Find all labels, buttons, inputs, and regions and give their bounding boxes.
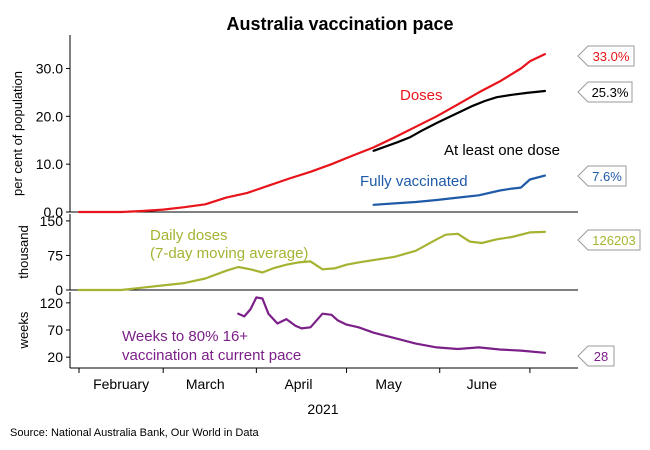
series-line-cumulative-1 (372, 89, 547, 152)
y-axis-title: weeks (16, 311, 31, 349)
end-value-box (577, 45, 635, 67)
y-tick-label: 120 (40, 295, 64, 311)
y-tick-label: 30.0 (36, 60, 63, 76)
end-value-label: 28 (594, 349, 608, 364)
x-year-label: 2021 (307, 401, 338, 417)
chart-title: Australia vaccination pace (226, 14, 453, 34)
y-tick-label: 0.0 (44, 204, 64, 220)
series-name-label: At least one dose (444, 142, 560, 159)
end-value-box (577, 229, 641, 251)
end-value-label: 126203 (592, 233, 635, 248)
series-name-line: Doses (400, 87, 443, 104)
series-name-line: Daily doses (150, 227, 228, 244)
end-value-box (577, 345, 615, 367)
x-tick-label: June (467, 376, 498, 392)
series-name-label: Doses (400, 87, 443, 104)
y-tick-label: 20.0 (36, 108, 63, 124)
series-name-label: Fully vaccinated (360, 173, 468, 190)
source-note: Source: National Australia Bank, Our Wor… (10, 427, 260, 439)
series-name-line: vaccination at current pace (122, 347, 301, 364)
y-tick-label: 150 (40, 213, 64, 229)
labels-layer: Doses At least one dose Fully vaccinated Da… (122, 45, 641, 367)
x-tick-label: March (186, 376, 225, 392)
y-tick-label: 70 (47, 322, 63, 338)
series-name-label: Weeks to 80% 16+ vaccination at current p… (122, 328, 301, 364)
end-value-label: 25.3% (592, 85, 629, 100)
x-tick-label: May (375, 376, 401, 392)
series-line-daily-0 (77, 230, 547, 292)
y-axis-title: per cent of population (10, 71, 25, 196)
y-axis-title: thousand (16, 225, 31, 279)
series-name-line: At least one dose (444, 142, 560, 159)
x-tick-label: February (93, 376, 149, 392)
end-value-label: 33.0% (593, 49, 630, 64)
y-tick-label: 0 (55, 282, 63, 298)
end-value-box (577, 165, 627, 187)
end-value-box (577, 81, 633, 103)
series-layer (77, 52, 547, 354)
series-name-line: Fully vaccinated (360, 173, 468, 190)
y-tick-label: 20 (47, 349, 63, 365)
axes: 0.0 10.0 20.0 30.0 per cent of population 0 75… (10, 35, 578, 392)
x-tick-label: April (284, 376, 312, 392)
series-line-cumulative-0 (77, 52, 547, 214)
series-name-line: Weeks to 80% 16+ (122, 328, 248, 345)
series-name-line: (7-day moving average) (150, 245, 308, 262)
series-name-label: Daily doses (7-day moving average) (150, 227, 308, 262)
end-value-label: 7.6% (592, 169, 622, 184)
series-line-cumulative-2 (372, 174, 547, 206)
y-tick-label: 75 (47, 247, 63, 263)
series-line-weeks-0 (237, 296, 547, 354)
y-tick-label: 10.0 (36, 156, 63, 172)
